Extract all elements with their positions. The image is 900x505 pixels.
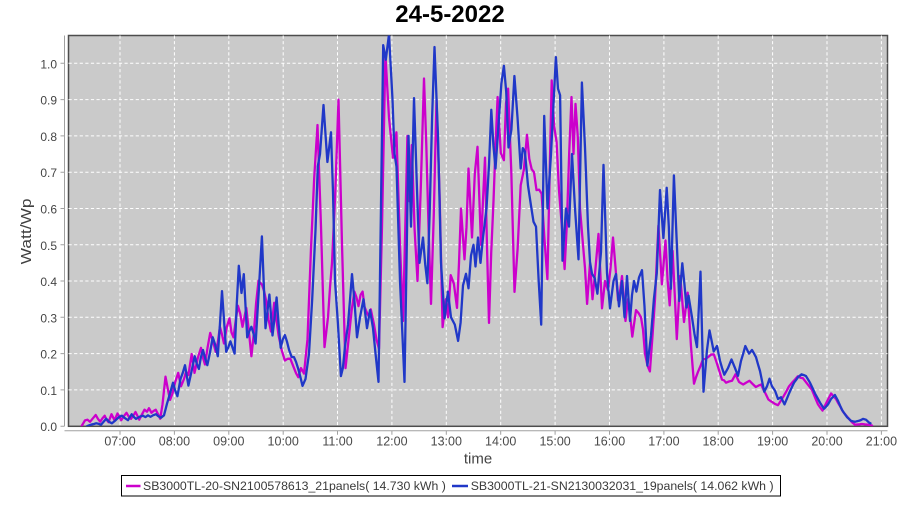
svg-text:17:00: 17:00 [648,434,679,448]
svg-text:0.9: 0.9 [40,94,57,108]
svg-text:SB3000TL-20-SN2100578613_21pan: SB3000TL-20-SN2100578613_21panels( 14.73… [143,479,446,493]
svg-text:Watt/Wp: Watt/Wp [18,198,35,264]
svg-text:0.0: 0.0 [40,420,57,434]
svg-text:07:00: 07:00 [104,434,135,448]
svg-text:21:00: 21:00 [866,434,897,448]
svg-text:0.1: 0.1 [40,384,57,398]
svg-text:time: time [464,451,492,468]
svg-text:0.8: 0.8 [40,130,57,144]
svg-text:0.7: 0.7 [40,166,57,180]
svg-text:19:00: 19:00 [757,434,788,448]
svg-text:0.4: 0.4 [40,275,57,289]
svg-text:15:00: 15:00 [539,434,570,448]
svg-text:SB3000TL-21-SN2130032031_19pan: SB3000TL-21-SN2130032031_19panels( 14.06… [471,479,774,493]
svg-text:1.0: 1.0 [40,57,57,71]
svg-text:10:00: 10:00 [268,434,299,448]
svg-text:0.5: 0.5 [40,239,57,253]
svg-text:16:00: 16:00 [594,434,625,448]
svg-text:14:00: 14:00 [485,434,516,448]
svg-text:12:00: 12:00 [376,434,407,448]
svg-text:13:00: 13:00 [431,434,462,448]
svg-text:20:00: 20:00 [811,434,842,448]
svg-text:11:00: 11:00 [322,434,352,448]
svg-text:08:00: 08:00 [159,434,190,448]
svg-text:0.6: 0.6 [40,203,57,217]
svg-text:24-5-2022: 24-5-2022 [395,1,504,28]
svg-text:18:00: 18:00 [703,434,734,448]
svg-text:0.3: 0.3 [40,311,57,325]
svg-text:09:00: 09:00 [213,434,244,448]
svg-text:0.2: 0.2 [40,348,57,362]
